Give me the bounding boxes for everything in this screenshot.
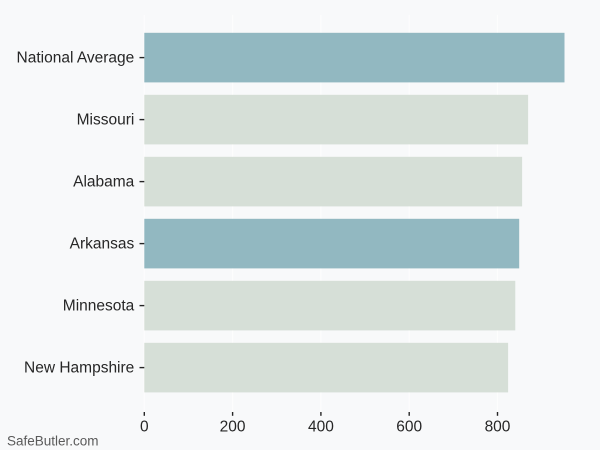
svg-text:SafeButler.com: SafeButler.com <box>7 434 99 449</box>
svg-text:Missouri: Missouri <box>77 112 135 129</box>
svg-text:0: 0 <box>140 419 149 436</box>
svg-text:400: 400 <box>308 419 334 436</box>
svg-text:Alabama: Alabama <box>73 174 135 191</box>
svg-text:National Average: National Average <box>17 50 135 67</box>
svg-text:New Hampshire: New Hampshire <box>24 360 134 377</box>
svg-text:Minnesota: Minnesota <box>63 298 135 315</box>
svg-text:200: 200 <box>220 419 246 436</box>
svg-text:800: 800 <box>485 419 511 436</box>
svg-text:600: 600 <box>396 419 422 436</box>
svg-text:Arkansas: Arkansas <box>70 236 135 253</box>
